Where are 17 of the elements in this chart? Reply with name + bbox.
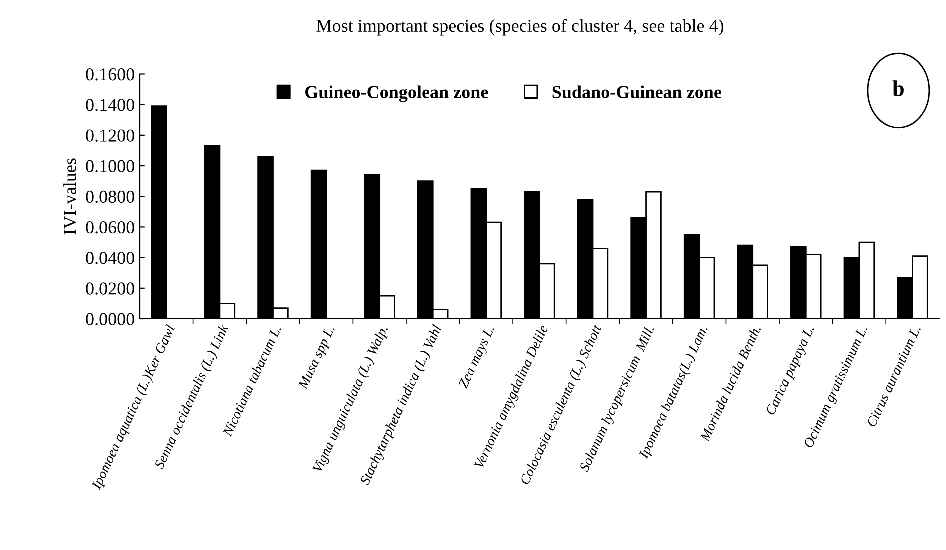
annotation: b — [892, 80, 904, 96]
y-axis-title: IVI-values — [64, 158, 76, 235]
legend-label: Sudano-Guinean zone — [552, 86, 722, 98]
y-tick-label: 0.0200 — [86, 282, 134, 295]
y-tick-label: 0.1600 — [86, 68, 134, 81]
chart-title: Most important species (species of cluster 4, see table 4) — [316, 19, 724, 36]
x-tick-label: Carica papaya L. — [766, 325, 818, 417]
y-tick-label: 0.0400 — [86, 252, 134, 264]
y-tick-label: 0.0800 — [86, 190, 134, 204]
legend-label: Guineo-Congolean zone — [305, 86, 488, 102]
y-tick-label: 0.1400 — [86, 99, 134, 112]
y-tick-label: 0.0600 — [86, 221, 134, 234]
y-tick-label: 0.1200 — [86, 130, 134, 142]
x-tick-label: Zea mays L. — [458, 325, 498, 390]
y-tick-label: 0.1000 — [86, 160, 134, 173]
y-tick-label: 0.0000 — [86, 313, 134, 326]
x-tick-label: Musa spp L. — [298, 325, 338, 392]
